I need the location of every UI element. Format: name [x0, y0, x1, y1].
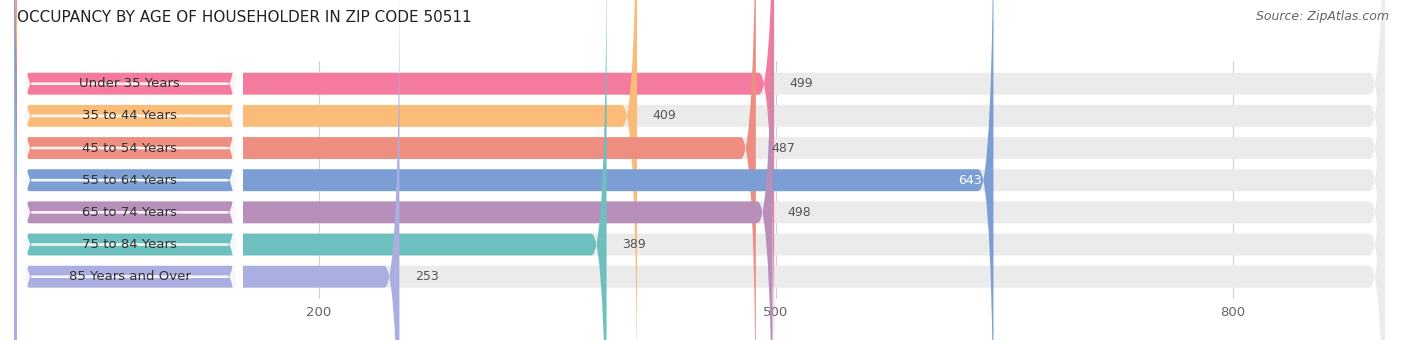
FancyBboxPatch shape — [14, 0, 399, 340]
Text: 35 to 44 Years: 35 to 44 Years — [83, 109, 177, 122]
Text: 253: 253 — [415, 270, 439, 283]
FancyBboxPatch shape — [14, 0, 773, 340]
FancyBboxPatch shape — [14, 0, 1385, 340]
Text: 389: 389 — [621, 238, 645, 251]
FancyBboxPatch shape — [14, 0, 994, 340]
Text: 643: 643 — [957, 174, 981, 187]
FancyBboxPatch shape — [17, 0, 243, 340]
Text: 55 to 64 Years: 55 to 64 Years — [83, 174, 177, 187]
FancyBboxPatch shape — [17, 0, 243, 340]
FancyBboxPatch shape — [14, 0, 1385, 340]
Text: OCCUPANCY BY AGE OF HOUSEHOLDER IN ZIP CODE 50511: OCCUPANCY BY AGE OF HOUSEHOLDER IN ZIP C… — [17, 10, 471, 25]
FancyBboxPatch shape — [14, 0, 1385, 340]
FancyBboxPatch shape — [14, 0, 1385, 340]
FancyBboxPatch shape — [17, 0, 243, 340]
FancyBboxPatch shape — [17, 0, 243, 340]
Text: 45 to 54 Years: 45 to 54 Years — [83, 141, 177, 155]
FancyBboxPatch shape — [14, 0, 756, 340]
FancyBboxPatch shape — [17, 0, 243, 340]
Text: 65 to 74 Years: 65 to 74 Years — [83, 206, 177, 219]
FancyBboxPatch shape — [17, 0, 243, 340]
FancyBboxPatch shape — [14, 0, 637, 340]
FancyBboxPatch shape — [14, 0, 1385, 340]
Text: Source: ZipAtlas.com: Source: ZipAtlas.com — [1256, 10, 1389, 23]
Text: 499: 499 — [789, 77, 813, 90]
FancyBboxPatch shape — [14, 0, 1385, 340]
Text: 487: 487 — [770, 141, 794, 155]
Text: Under 35 Years: Under 35 Years — [79, 77, 180, 90]
Text: 498: 498 — [787, 206, 811, 219]
FancyBboxPatch shape — [14, 0, 1385, 340]
Text: 75 to 84 Years: 75 to 84 Years — [83, 238, 177, 251]
FancyBboxPatch shape — [14, 0, 775, 340]
Text: 409: 409 — [652, 109, 676, 122]
Text: 85 Years and Over: 85 Years and Over — [69, 270, 191, 283]
FancyBboxPatch shape — [14, 0, 606, 340]
FancyBboxPatch shape — [17, 0, 243, 340]
